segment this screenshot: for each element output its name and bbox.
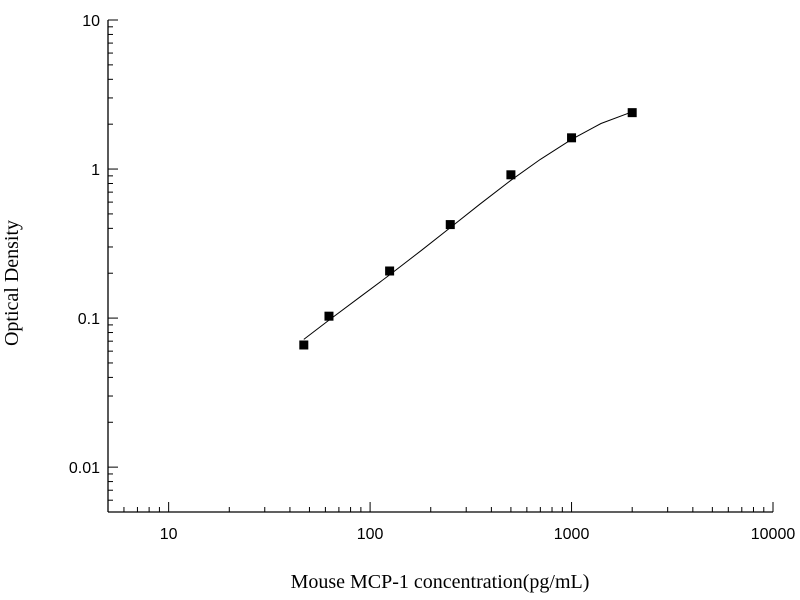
x-axis-label: Mouse MCP-1 concentration(pg/mL)	[291, 571, 590, 593]
y-tick-label: 1	[91, 162, 100, 179]
data-point	[627, 108, 637, 118]
fit-curve-group	[303, 111, 633, 340]
y-tick-label: 0.01	[69, 460, 100, 477]
y-tick-label: 0.1	[78, 311, 100, 328]
y-axis-label: Optical Density	[1, 220, 23, 346]
data-point	[567, 133, 577, 143]
plot-frame	[107, 20, 773, 513]
x-tick-label: 100	[357, 526, 384, 543]
x-tick-label: 10000	[751, 526, 796, 543]
y-tick-label: 10	[82, 13, 100, 30]
data-point	[299, 340, 309, 350]
x-tick-label: 10	[160, 526, 178, 543]
data-point	[445, 220, 455, 230]
fit-curve	[303, 111, 633, 340]
data-point	[385, 266, 395, 276]
data-point	[506, 170, 516, 180]
data-points	[299, 108, 637, 350]
tick-labels: 10 100 1000 10000 0.01 0.1 1 10	[69, 13, 795, 543]
axis-ticks	[107, 19, 774, 513]
x-tick-label: 1000	[554, 526, 590, 543]
data-point	[324, 311, 334, 321]
